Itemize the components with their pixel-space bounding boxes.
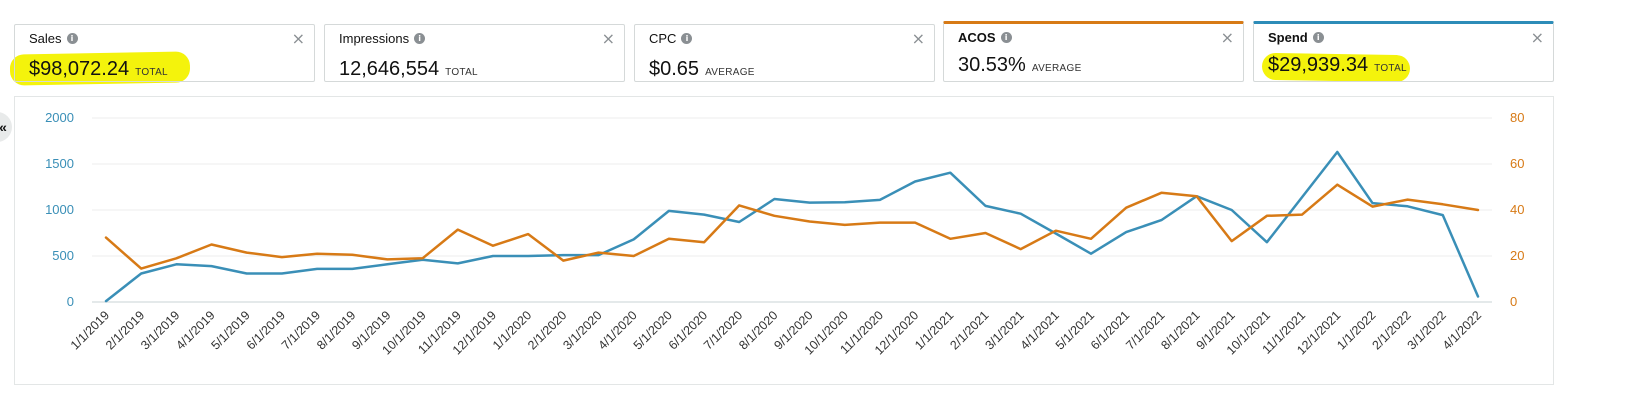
info-icon[interactable]: i (1000, 32, 1012, 43)
metric-label-text: ACOS (958, 30, 996, 45)
metric-value: 12,646,554 (339, 58, 440, 80)
metric-value: $0.65 (649, 58, 700, 80)
close-icon[interactable]: × (601, 29, 615, 48)
close-icon[interactable]: × (291, 29, 305, 48)
metric-value-cpc: $0.65 AVERAGE (649, 58, 755, 81)
metric-label-text: Sales (29, 31, 62, 46)
metric-label-text: Impressions (339, 31, 410, 46)
metric-value: $29,939.34 (1268, 54, 1369, 76)
info-icon[interactable]: i (414, 33, 426, 44)
close-icon[interactable]: × (911, 29, 925, 48)
collapse-icon[interactable]: « (0, 112, 12, 142)
info-icon[interactable]: i (66, 33, 78, 44)
metric-card-sales[interactable]: Sales i × $98,072.24 TOTAL (14, 24, 315, 82)
metric-value: 30.53% (958, 54, 1026, 76)
metric-value: $98,072.24 (29, 58, 130, 80)
metric-label-sales: Sales i (29, 31, 78, 46)
info-icon[interactable]: i (681, 33, 693, 44)
close-icon[interactable]: × (1530, 28, 1544, 47)
metric-card-cpc[interactable]: CPC i × $0.65 AVERAGE (634, 24, 935, 82)
metric-label-impressions: Impressions i (339, 31, 426, 46)
metric-label-text: CPC (649, 31, 677, 46)
info-icon[interactable]: i (1312, 32, 1324, 43)
metric-label-spend: Spend i (1268, 30, 1324, 45)
metric-card-acos[interactable]: ACOS i × 30.53% AVERAGE (943, 21, 1244, 82)
metric-card-spend[interactable]: Spend i × $29,939.34 TOTAL (1253, 21, 1554, 82)
metric-unit: AVERAGE (1031, 63, 1082, 74)
metric-value-spend: $29,939.34 TOTAL (1268, 54, 1407, 77)
metric-unit: TOTAL (445, 67, 478, 78)
metric-label-text: Spend (1268, 30, 1308, 45)
metric-label-cpc: CPC i (649, 31, 693, 46)
metric-value-impressions: 12,646,554 TOTAL (339, 58, 478, 81)
metric-unit: AVERAGE (705, 67, 755, 78)
metric-value-acos: 30.53% AVERAGE (958, 54, 1082, 77)
metric-label-acos: ACOS i (958, 30, 1012, 45)
metric-card-impressions[interactable]: Impressions i × 12,646,554 TOTAL (324, 24, 625, 82)
chart-panel (14, 96, 1554, 385)
close-icon[interactable]: × (1220, 28, 1234, 47)
metric-unit: TOTAL (1374, 63, 1407, 74)
metric-value-sales: $98,072.24 TOTAL (29, 58, 168, 81)
metric-unit: TOTAL (135, 67, 168, 78)
